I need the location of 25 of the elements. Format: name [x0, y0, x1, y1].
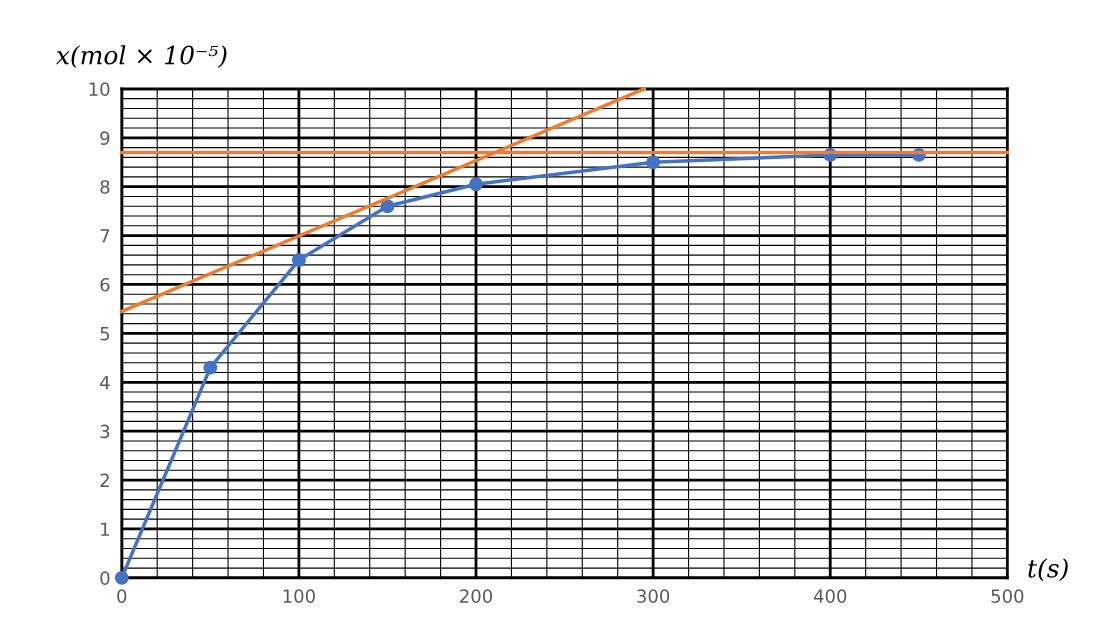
x-tick-label: 0: [117, 589, 127, 603]
y-tick-label: 7: [100, 229, 110, 243]
y-tick-label: 6: [100, 277, 110, 292]
point: [469, 177, 483, 192]
point: [291, 253, 306, 267]
x-tick-label: 100: [283, 589, 315, 603]
y-axis-title: x(mol × 10⁻⁵): [55, 45, 227, 69]
x-tick-label: 500: [991, 589, 1024, 603]
x-tick-label: 300: [637, 589, 670, 603]
y-tick-label: 10: [89, 82, 110, 97]
point: [203, 360, 218, 375]
y-tick-label: 3: [100, 424, 110, 439]
y-tick-label: 0: [100, 571, 110, 585]
y-tick-label: 1: [101, 522, 109, 536]
point: [114, 570, 129, 585]
x-tick-label: 400: [813, 589, 847, 603]
point: [646, 155, 661, 170]
x-axis-title: t(s): [1028, 558, 1068, 582]
point: [380, 199, 395, 214]
y-tick-label: 2: [100, 473, 109, 487]
y-tick-label: 8: [100, 180, 110, 194]
y-tick-label: 4: [100, 375, 110, 390]
y-tick-label: 5: [100, 327, 110, 341]
x-tick-label: 200: [460, 589, 493, 603]
y-tick-label: 9: [100, 131, 110, 145]
